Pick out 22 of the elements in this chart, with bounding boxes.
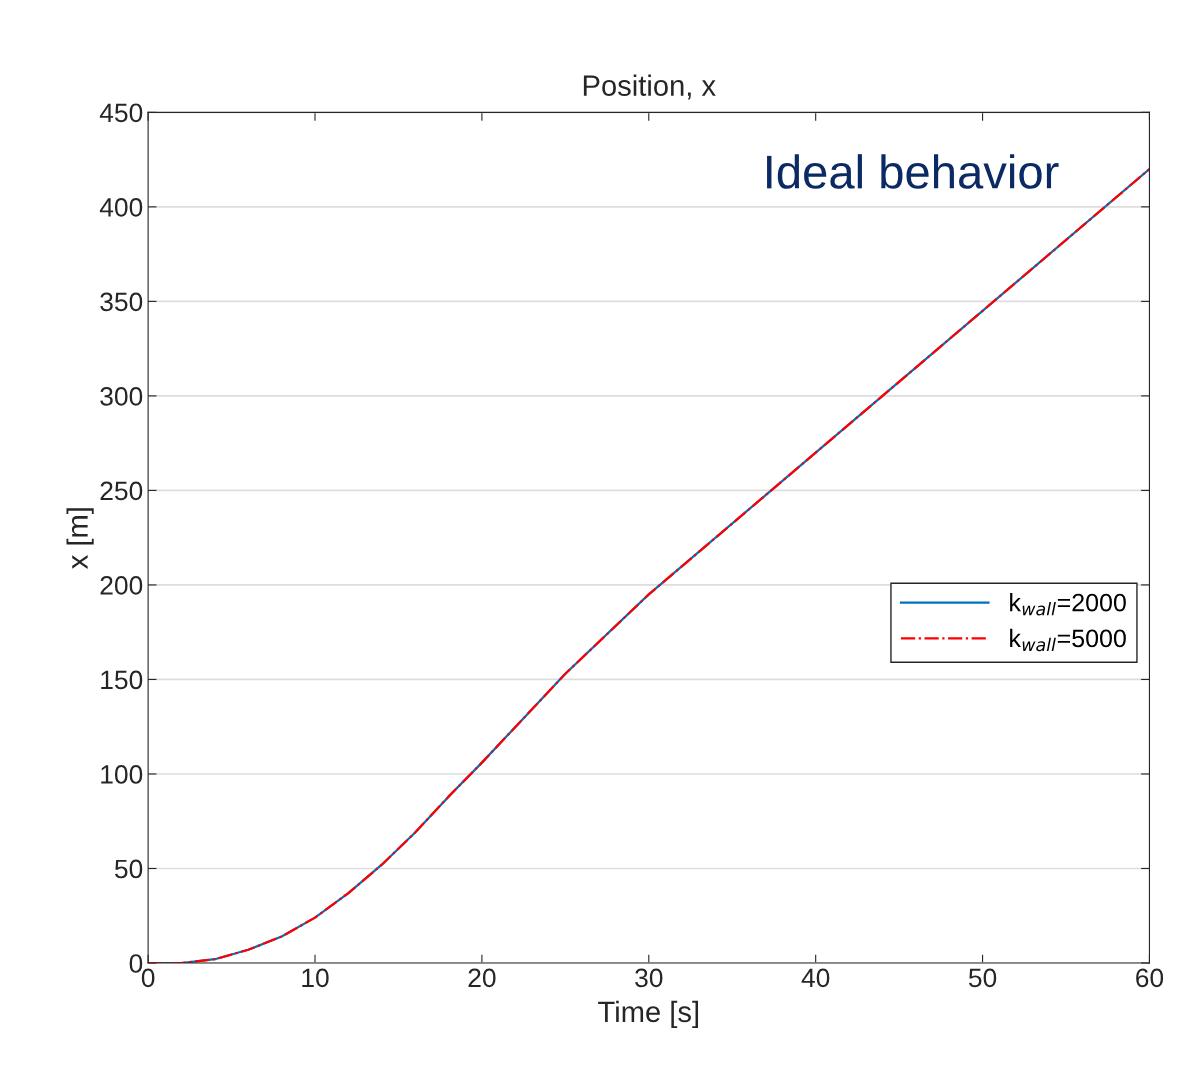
- y-tick-label: 100: [101, 765, 143, 784]
- x-tick-label: 10: [302, 968, 329, 988]
- x-tick-label: 60: [1136, 968, 1164, 988]
- annotation: Ideal behavior: [767, 154, 1059, 189]
- x-tick-label: 40: [801, 968, 830, 988]
- x-tick-label: 20: [468, 968, 496, 988]
- y-tick-label: 450: [99, 103, 143, 123]
- y-tick-label: 150: [101, 670, 143, 690]
- y-axis-title: x [m]: [66, 508, 94, 569]
- y-tick-label: 300: [100, 387, 143, 406]
- y-tick-label: 400: [99, 198, 143, 217]
- x-tick-label: 30: [635, 968, 663, 988]
- chart-title: Position, x: [583, 74, 716, 100]
- legend-label: k$_{wall}$=2000: [1010, 593, 1126, 616]
- y-tick-label: 350: [100, 292, 143, 312]
- x-axis-title: Time [s]: [598, 1000, 699, 1028]
- y-tick-label: 0: [129, 954, 143, 973]
- y-tick-label: 200: [100, 576, 143, 595]
- y-tick-label: 50: [114, 859, 143, 879]
- legend-label: k$_{wall}$=5000: [1010, 628, 1126, 652]
- y-tick-label: 250: [100, 481, 143, 501]
- x-tick-label: 50: [968, 968, 997, 988]
